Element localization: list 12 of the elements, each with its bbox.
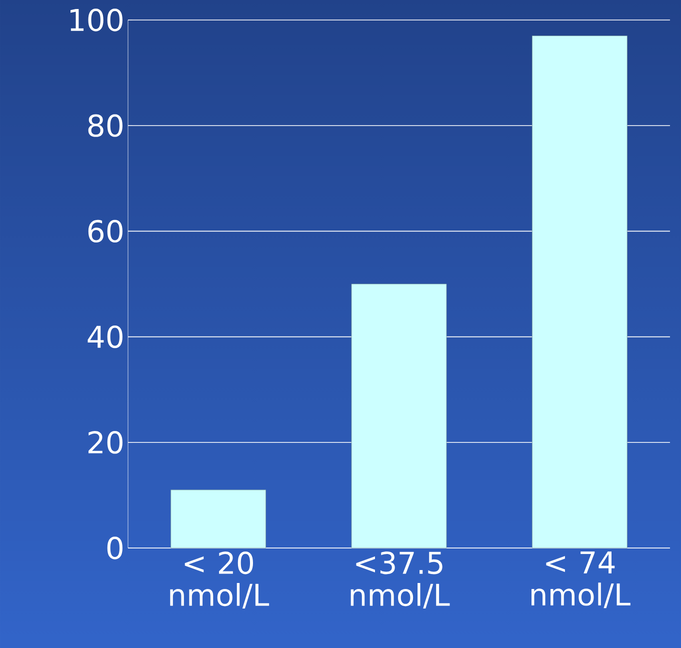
y-tick-label: 60 xyxy=(88,220,122,243)
x-tick-label: < 20 nmol/L xyxy=(170,552,270,609)
bar xyxy=(532,36,628,548)
y-tick-label: 40 xyxy=(88,325,122,348)
y-tick-label: 80 xyxy=(88,114,122,137)
x-tick-label: <37.5 nmol/L xyxy=(350,552,450,609)
x-tick-label: < 74 nmol/L xyxy=(532,552,630,608)
y-tick-label: 20 xyxy=(88,431,122,454)
bar xyxy=(170,490,266,548)
y-tick-label: 100 xyxy=(70,8,122,32)
y-tick-label: 0 xyxy=(107,536,122,560)
bar xyxy=(351,284,447,548)
